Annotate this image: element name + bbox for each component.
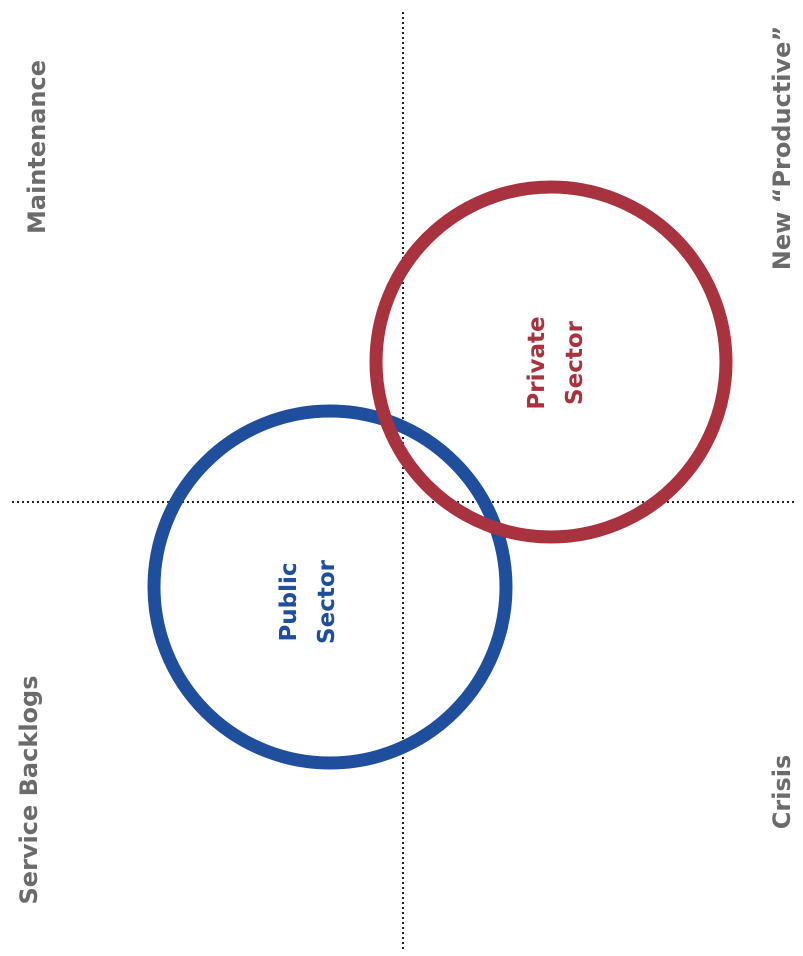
public-sector-label-line2: Sector bbox=[314, 559, 340, 644]
private-sector-circle bbox=[369, 180, 733, 544]
quadrant-label-bottom-right: Crisis bbox=[768, 755, 796, 829]
private-sector-label-line1: Private bbox=[524, 316, 550, 409]
quadrant-label-bottom-left: Service Backlogs bbox=[15, 676, 43, 905]
public-sector-label-line1: Public bbox=[276, 562, 302, 641]
private-sector-label-line2: Sector bbox=[562, 320, 588, 405]
public-sector-circle bbox=[147, 404, 513, 770]
quadrant-label-top-right: New “Productive” bbox=[768, 26, 796, 270]
quadrant-label-top-left: Maintenance bbox=[23, 60, 51, 234]
